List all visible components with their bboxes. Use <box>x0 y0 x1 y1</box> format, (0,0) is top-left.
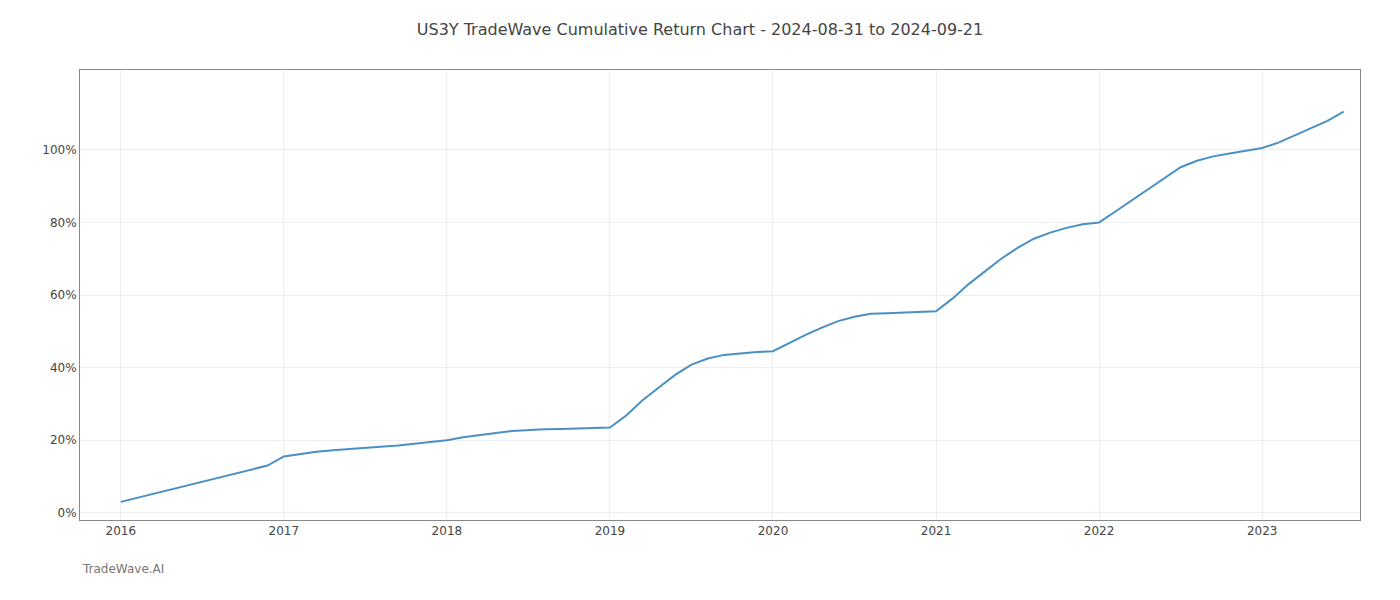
svg-text:2018: 2018 <box>432 524 463 538</box>
svg-text:80%: 80% <box>50 216 77 230</box>
svg-text:2020: 2020 <box>758 524 789 538</box>
svg-text:0%: 0% <box>58 506 77 520</box>
svg-text:2022: 2022 <box>1084 524 1115 538</box>
svg-text:2021: 2021 <box>921 524 952 538</box>
svg-text:40%: 40% <box>50 361 77 375</box>
svg-text:2019: 2019 <box>595 524 626 538</box>
svg-text:2023: 2023 <box>1247 524 1278 538</box>
svg-text:100%: 100% <box>42 143 76 157</box>
svg-text:2016: 2016 <box>105 524 136 538</box>
svg-text:2017: 2017 <box>269 524 300 538</box>
svg-text:US3Y TradeWave Cumulative Retu: US3Y TradeWave Cumulative Return Chart -… <box>417 20 983 39</box>
svg-text:TradeWave.AI: TradeWave.AI <box>82 562 164 576</box>
svg-text:20%: 20% <box>50 433 77 447</box>
svg-text:60%: 60% <box>50 288 77 302</box>
